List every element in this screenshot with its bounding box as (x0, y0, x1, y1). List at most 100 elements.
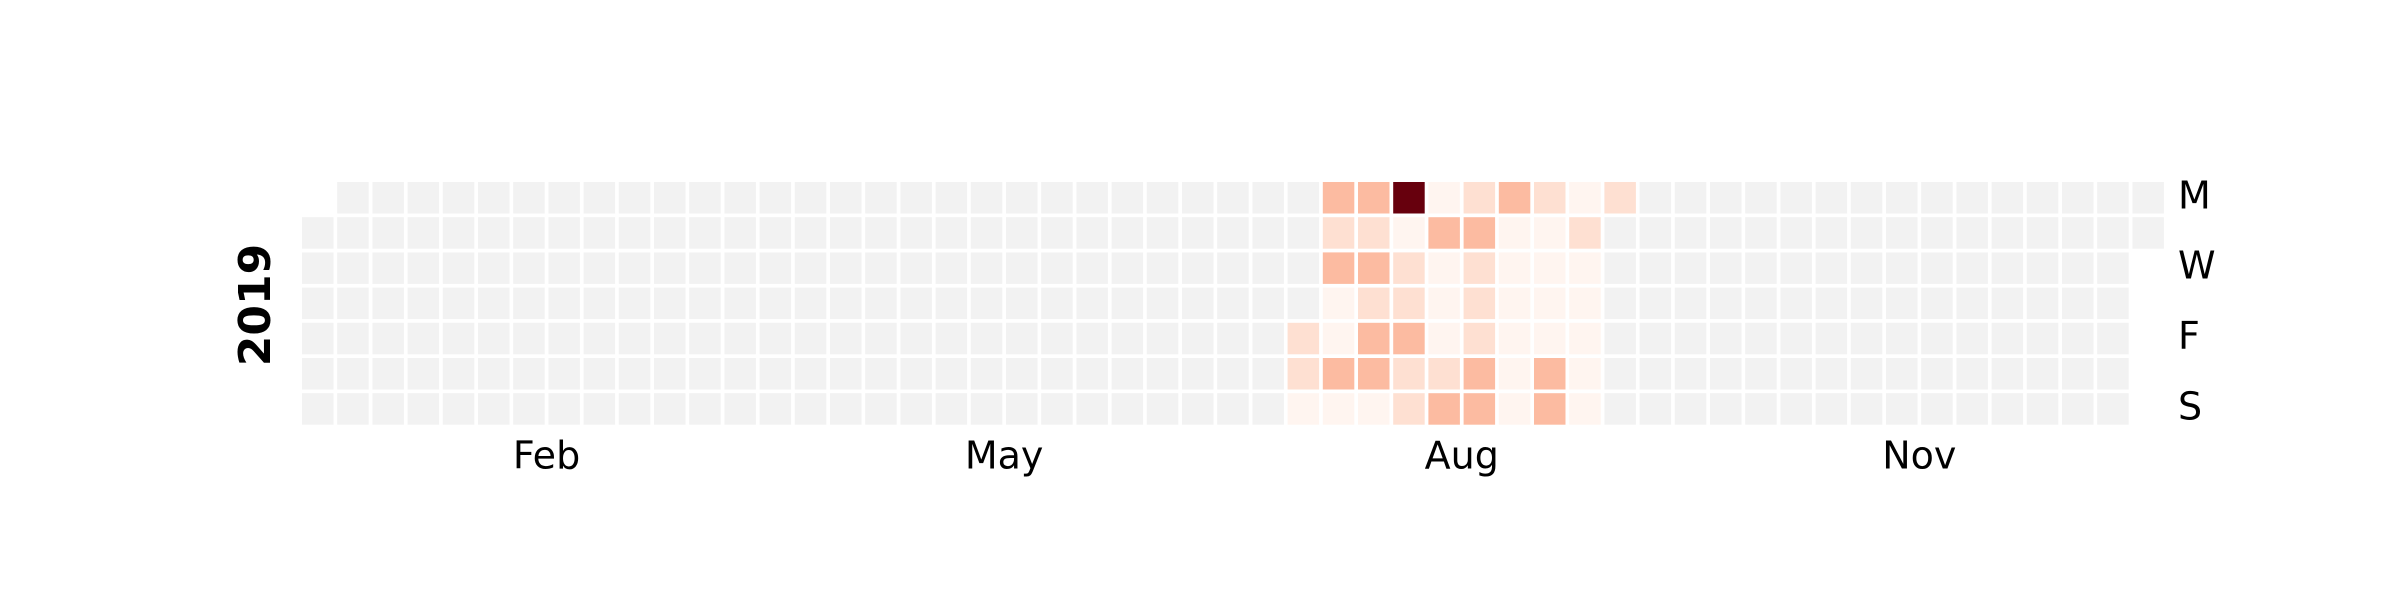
heatmap-cell (1604, 182, 1636, 214)
heatmap-cell (1182, 287, 1214, 320)
heatmap-cell (1041, 287, 1073, 320)
heatmap-cell (1991, 393, 2024, 425)
heatmap-cell (372, 217, 404, 249)
heatmap-cell (1287, 322, 1320, 355)
heatmap-cell (2062, 252, 2094, 284)
heatmap-cell (1604, 217, 1636, 249)
heatmap-cell (654, 287, 686, 320)
heatmap-cell (759, 358, 792, 390)
heatmap-cell (1217, 217, 1249, 249)
heatmap-cell (794, 322, 827, 355)
heatmap-cell (548, 393, 580, 425)
heatmap-cell (583, 393, 616, 425)
heatmap-cell (372, 252, 404, 284)
heatmap-cell (935, 358, 968, 390)
heatmap-cell (618, 217, 651, 249)
heatmap-cell (2026, 358, 2059, 390)
heatmap-cell (759, 217, 792, 249)
heatmap-cell (1534, 182, 1566, 214)
heatmap-cell (1076, 182, 1108, 214)
heatmap-cell (1780, 322, 1812, 355)
heatmap-cell (654, 322, 686, 355)
heatmap-cell (1076, 358, 1108, 390)
heatmap-cell (478, 322, 510, 355)
heatmap-cell (1182, 322, 1214, 355)
heatmap-cell (1076, 393, 1108, 425)
heatmap-cell (1569, 287, 1601, 320)
heatmap-cell (865, 358, 897, 390)
heatmap-cell (900, 182, 932, 214)
heatmap-cell (442, 322, 475, 355)
heatmap-cell (1639, 358, 1672, 390)
heatmap-cell (1463, 217, 1496, 249)
heatmap-cell (1463, 322, 1496, 355)
heatmap-cell (935, 322, 968, 355)
heatmap-cell (1463, 252, 1496, 284)
month-label: May (965, 434, 1044, 478)
heatmap-cell (830, 358, 862, 390)
heatmap-cell (865, 252, 897, 284)
heatmap-cell (1463, 182, 1496, 214)
heatmap-cell (1146, 393, 1179, 425)
heatmap-cell (1463, 393, 1496, 425)
heatmap-cell (407, 287, 440, 320)
heatmap-cell (1534, 217, 1566, 249)
heatmap-cell (724, 358, 756, 390)
heatmap-cell (583, 217, 616, 249)
heatmap-cell (1604, 287, 1636, 320)
heatmap-cell (1674, 358, 1707, 390)
heatmap-cell (1322, 287, 1355, 320)
heatmap-cell (407, 358, 440, 390)
heatmap-cell (1006, 287, 1038, 320)
heatmap-cell (1006, 217, 1038, 249)
heatmap-cell (1710, 322, 1742, 355)
heatmap-cell (1991, 252, 2024, 284)
heatmap-cell (1041, 358, 1073, 390)
heatmap-cell (1182, 358, 1214, 390)
heatmap-cell (1745, 182, 1777, 214)
heatmap-cell (618, 252, 651, 284)
heatmap-cell (1393, 252, 1425, 284)
heatmap-cell (1322, 182, 1355, 214)
heatmap-cell (548, 322, 580, 355)
weekday-label: F (2178, 314, 2200, 358)
heatmap-cell (1534, 393, 1566, 425)
heatmap-cell (1498, 182, 1531, 214)
heatmap-cell (1252, 252, 1284, 284)
heatmap-cell (794, 182, 827, 214)
heatmap-cell (1921, 182, 1953, 214)
heatmap-cell (1041, 252, 1073, 284)
heatmap-cell (1146, 358, 1179, 390)
heatmap-cell (1921, 217, 1953, 249)
heatmap-cell (1780, 358, 1812, 390)
heatmap-cell (513, 358, 545, 390)
heatmap-cell (478, 287, 510, 320)
heatmap-cell (689, 287, 721, 320)
heatmap-cell (865, 322, 897, 355)
heatmap-cell (1850, 217, 1883, 249)
heatmap-cell (1710, 217, 1742, 249)
heatmap-cell (1745, 217, 1777, 249)
heatmap-cell (1991, 217, 2024, 249)
heatmap-cell (1991, 287, 2024, 320)
heatmap-cell (1745, 252, 1777, 284)
heatmap-cell (1745, 322, 1777, 355)
heatmap-cell (900, 287, 932, 320)
heatmap-cell (935, 252, 968, 284)
heatmap-cell (302, 217, 334, 249)
heatmap-cell (724, 393, 756, 425)
heatmap-cell (2097, 287, 2129, 320)
heatmap-cell (1498, 252, 1531, 284)
heatmap-cell (1006, 358, 1038, 390)
heatmap-cell (2026, 217, 2059, 249)
heatmap-cell (689, 393, 721, 425)
heatmap-cell (337, 252, 369, 284)
heatmap-cell (1815, 217, 1848, 249)
heatmap-cell (583, 182, 616, 214)
heatmap-cell (1322, 393, 1355, 425)
heatmap-cell (1498, 358, 1531, 390)
heatmap-cell (724, 287, 756, 320)
heatmap-cell (1534, 358, 1566, 390)
heatmap-cell (1041, 393, 1073, 425)
